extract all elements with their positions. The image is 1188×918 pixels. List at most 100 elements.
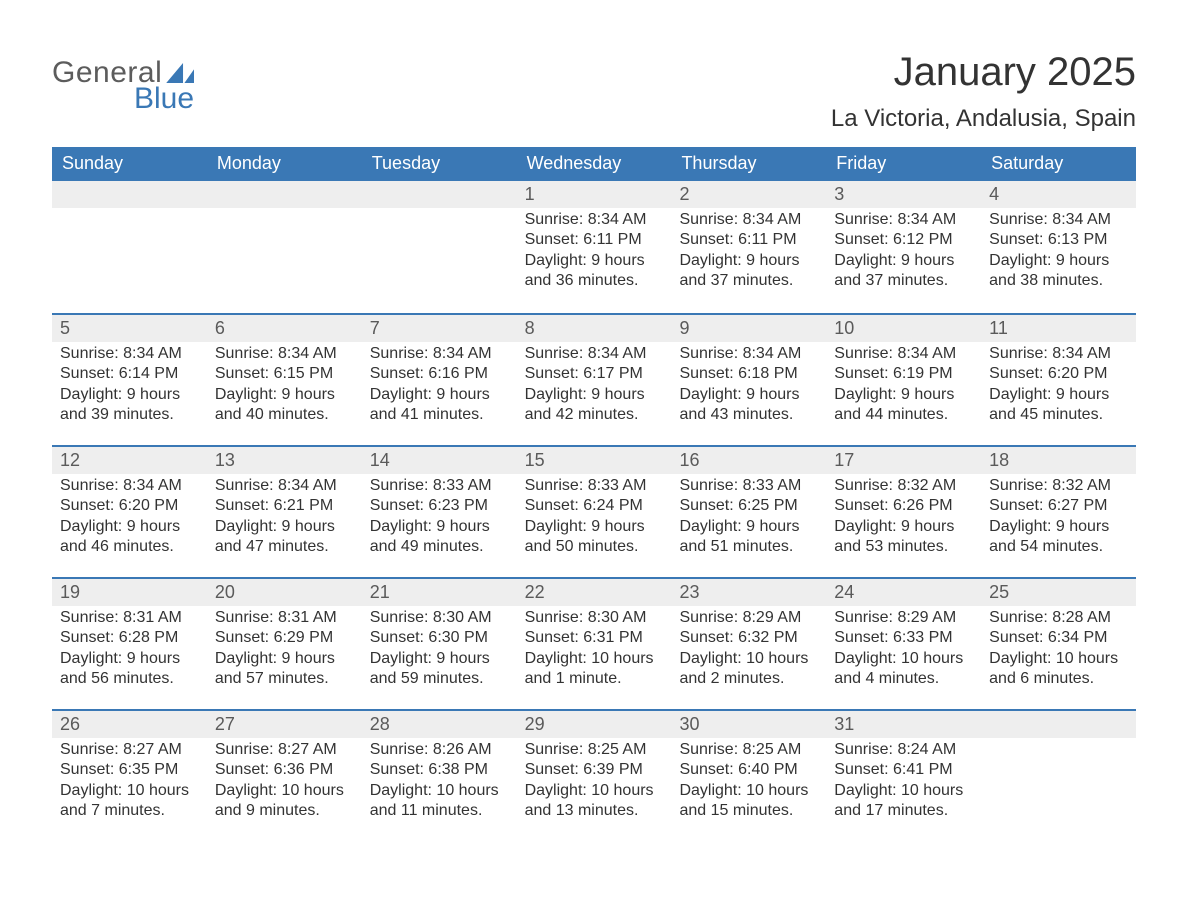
day-cell: 31Sunrise: 8:24 AMSunset: 6:41 PMDayligh… [826,711,981,841]
day-number: 1 [517,181,672,208]
day-details: Sunrise: 8:34 AMSunset: 6:18 PMDaylight:… [671,342,826,436]
daylight-text: Daylight: 10 hours and 4 minutes. [834,649,973,690]
sunrise-text: Sunrise: 8:27 AM [215,740,354,760]
day-number: 15 [517,447,672,474]
day-cell: 30Sunrise: 8:25 AMSunset: 6:40 PMDayligh… [671,711,826,841]
day-cell [52,181,207,313]
sunset-text: Sunset: 6:11 PM [679,230,818,250]
day-number: 19 [52,579,207,606]
day-cell: 18Sunrise: 8:32 AMSunset: 6:27 PMDayligh… [981,447,1136,577]
week-row: 1Sunrise: 8:34 AMSunset: 6:11 PMDaylight… [52,181,1136,313]
week-row: 5Sunrise: 8:34 AMSunset: 6:14 PMDaylight… [52,313,1136,445]
weekday-sunday: Sunday [52,147,207,181]
day-details: Sunrise: 8:34 AMSunset: 6:19 PMDaylight:… [826,342,981,436]
sail-icon [166,63,194,83]
day-cell: 15Sunrise: 8:33 AMSunset: 6:24 PMDayligh… [517,447,672,577]
day-details: Sunrise: 8:31 AMSunset: 6:28 PMDaylight:… [52,606,207,700]
day-number: 3 [826,181,981,208]
daylight-text: Daylight: 9 hours and 50 minutes. [525,517,664,558]
daylight-text: Daylight: 9 hours and 56 minutes. [60,649,199,690]
sunrise-text: Sunrise: 8:34 AM [525,344,664,364]
day-cell: 19Sunrise: 8:31 AMSunset: 6:28 PMDayligh… [52,579,207,709]
day-details: Sunrise: 8:34 AMSunset: 6:15 PMDaylight:… [207,342,362,436]
daylight-text: Daylight: 10 hours and 15 minutes. [679,781,818,822]
sunset-text: Sunset: 6:33 PM [834,628,973,648]
day-cell: 9Sunrise: 8:34 AMSunset: 6:18 PMDaylight… [671,315,826,445]
day-details: Sunrise: 8:29 AMSunset: 6:33 PMDaylight:… [826,606,981,700]
day-cell: 27Sunrise: 8:27 AMSunset: 6:36 PMDayligh… [207,711,362,841]
day-details: Sunrise: 8:34 AMSunset: 6:11 PMDaylight:… [671,208,826,302]
sunrise-text: Sunrise: 8:33 AM [370,476,509,496]
day-details: Sunrise: 8:34 AMSunset: 6:21 PMDaylight:… [207,474,362,568]
daylight-text: Daylight: 10 hours and 2 minutes. [679,649,818,690]
weeks-container: 1Sunrise: 8:34 AMSunset: 6:11 PMDaylight… [52,181,1136,841]
daylight-text: Daylight: 9 hours and 46 minutes. [60,517,199,558]
weekday-saturday: Saturday [981,147,1136,181]
daylight-text: Daylight: 10 hours and 17 minutes. [834,781,973,822]
sunset-text: Sunset: 6:30 PM [370,628,509,648]
day-details: Sunrise: 8:34 AMSunset: 6:14 PMDaylight:… [52,342,207,436]
sunrise-text: Sunrise: 8:31 AM [60,608,199,628]
day-cell: 24Sunrise: 8:29 AMSunset: 6:33 PMDayligh… [826,579,981,709]
sunrise-text: Sunrise: 8:34 AM [215,476,354,496]
sunset-text: Sunset: 6:36 PM [215,760,354,780]
daylight-text: Daylight: 9 hours and 39 minutes. [60,385,199,426]
day-number: 7 [362,315,517,342]
day-details: Sunrise: 8:30 AMSunset: 6:31 PMDaylight:… [517,606,672,700]
daylight-text: Daylight: 9 hours and 42 minutes. [525,385,664,426]
day-number: 27 [207,711,362,738]
day-cell [362,181,517,313]
sunset-text: Sunset: 6:34 PM [989,628,1128,648]
day-number: 17 [826,447,981,474]
daylight-text: Daylight: 10 hours and 11 minutes. [370,781,509,822]
day-details: Sunrise: 8:33 AMSunset: 6:23 PMDaylight:… [362,474,517,568]
day-details: Sunrise: 8:30 AMSunset: 6:30 PMDaylight:… [362,606,517,700]
day-cell: 1Sunrise: 8:34 AMSunset: 6:11 PMDaylight… [517,181,672,313]
sunrise-text: Sunrise: 8:25 AM [525,740,664,760]
daylight-text: Daylight: 9 hours and 41 minutes. [370,385,509,426]
sunrise-text: Sunrise: 8:28 AM [989,608,1128,628]
day-number [362,181,517,208]
weekday-thursday: Thursday [671,147,826,181]
sunset-text: Sunset: 6:21 PM [215,496,354,516]
sunset-text: Sunset: 6:25 PM [679,496,818,516]
sunset-text: Sunset: 6:32 PM [679,628,818,648]
weekday-friday: Friday [826,147,981,181]
sunrise-text: Sunrise: 8:32 AM [989,476,1128,496]
day-number: 16 [671,447,826,474]
day-cell: 10Sunrise: 8:34 AMSunset: 6:19 PMDayligh… [826,315,981,445]
sunset-text: Sunset: 6:26 PM [834,496,973,516]
day-number: 26 [52,711,207,738]
day-cell: 20Sunrise: 8:31 AMSunset: 6:29 PMDayligh… [207,579,362,709]
day-cell: 26Sunrise: 8:27 AMSunset: 6:35 PMDayligh… [52,711,207,841]
day-details: Sunrise: 8:26 AMSunset: 6:38 PMDaylight:… [362,738,517,832]
sunset-text: Sunset: 6:24 PM [525,496,664,516]
daylight-text: Daylight: 9 hours and 37 minutes. [834,251,973,292]
logo-text-blue: Blue [134,82,194,116]
day-details: Sunrise: 8:27 AMSunset: 6:35 PMDaylight:… [52,738,207,832]
daylight-text: Daylight: 9 hours and 45 minutes. [989,385,1128,426]
day-cell: 22Sunrise: 8:30 AMSunset: 6:31 PMDayligh… [517,579,672,709]
sunset-text: Sunset: 6:35 PM [60,760,199,780]
day-cell: 17Sunrise: 8:32 AMSunset: 6:26 PMDayligh… [826,447,981,577]
weekday-tuesday: Tuesday [362,147,517,181]
sunset-text: Sunset: 6:13 PM [989,230,1128,250]
daylight-text: Daylight: 9 hours and 57 minutes. [215,649,354,690]
day-details: Sunrise: 8:31 AMSunset: 6:29 PMDaylight:… [207,606,362,700]
day-details: Sunrise: 8:24 AMSunset: 6:41 PMDaylight:… [826,738,981,832]
day-details: Sunrise: 8:34 AMSunset: 6:20 PMDaylight:… [52,474,207,568]
sunset-text: Sunset: 6:27 PM [989,496,1128,516]
page-title: January 2025 [831,50,1136,95]
daylight-text: Daylight: 9 hours and 49 minutes. [370,517,509,558]
logo: General Blue [52,56,194,116]
sunset-text: Sunset: 6:20 PM [60,496,199,516]
sunset-text: Sunset: 6:29 PM [215,628,354,648]
day-number: 9 [671,315,826,342]
daylight-text: Daylight: 9 hours and 54 minutes. [989,517,1128,558]
location: La Victoria, Andalusia, Spain [831,105,1136,133]
week-row: 19Sunrise: 8:31 AMSunset: 6:28 PMDayligh… [52,577,1136,709]
sunrise-text: Sunrise: 8:26 AM [370,740,509,760]
sunrise-text: Sunrise: 8:34 AM [60,476,199,496]
day-details: Sunrise: 8:33 AMSunset: 6:25 PMDaylight:… [671,474,826,568]
day-number: 11 [981,315,1136,342]
